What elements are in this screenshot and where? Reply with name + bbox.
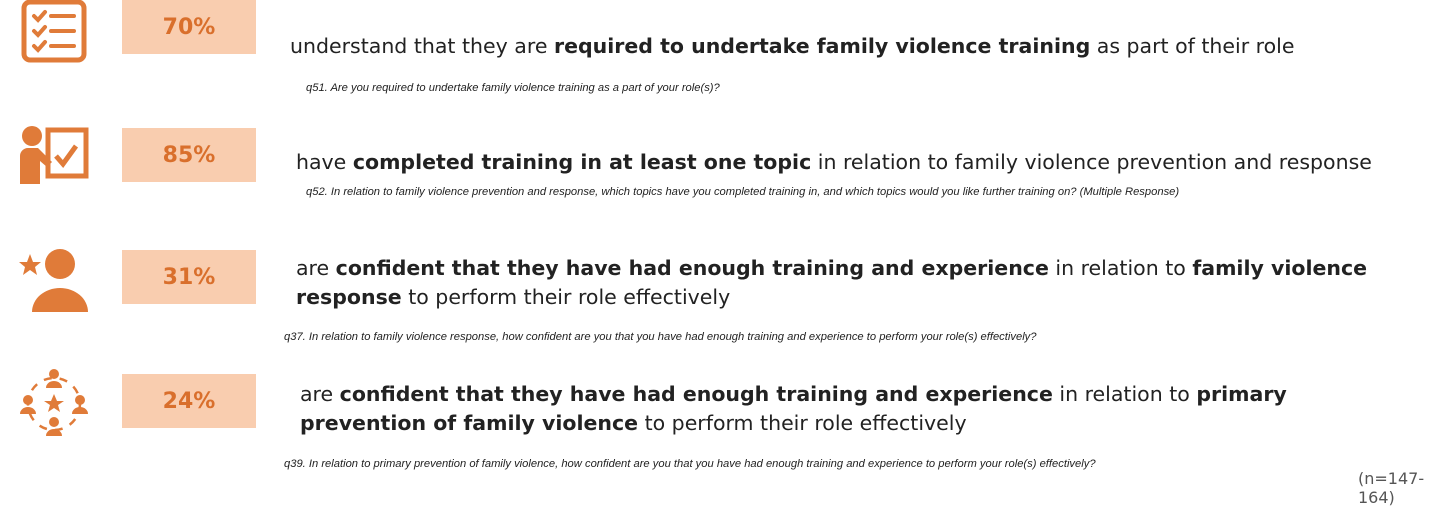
bold-text: confident that they have had enough trai…: [335, 256, 1049, 280]
bold-text: confident that they have had enough trai…: [339, 382, 1053, 406]
question: q52. In relation to family violence prev…: [306, 186, 1180, 198]
bold-text: required to undertake family violence tr…: [553, 34, 1091, 58]
text: are: [296, 256, 336, 280]
bold-text: primary prevention of family violence: [300, 382, 1287, 435]
stat-box: 31%: [122, 250, 256, 304]
text: in relation to family violence preventio…: [811, 150, 1372, 174]
teacher-icon: [20, 126, 89, 184]
statement: are confident that they have had enough …: [296, 254, 1436, 312]
statement: understand that they are required to und…: [290, 32, 1450, 61]
bold-text: completed training in at least one topic: [352, 150, 812, 174]
bold-text: family violence response: [296, 256, 1368, 309]
text: as part of their role: [1090, 34, 1295, 58]
text: are: [300, 382, 340, 406]
question: q37. In relation to family violence resp…: [284, 331, 1037, 343]
text: have: [296, 150, 353, 174]
question: q39. In relation to primary prevention o…: [284, 458, 1096, 470]
stat-box: 24%: [122, 374, 256, 428]
text: understand that they are: [290, 34, 554, 58]
stat-box: 85%: [122, 128, 256, 182]
text: in relation to: [1052, 382, 1197, 406]
footnote: (n=147-164): [1358, 469, 1425, 507]
checklist-icon: [21, 0, 87, 63]
statement: are confident that they have had enough …: [300, 380, 1320, 438]
text: to perform their role effectively: [401, 285, 731, 309]
question: q51. Are you required to undertake famil…: [306, 82, 720, 94]
person-star-icon: [19, 249, 88, 312]
text: to perform their role effectively: [638, 411, 967, 435]
statement: have completed training in at least one …: [296, 148, 1456, 177]
stat-box: 70%: [122, 0, 256, 54]
page: 70% 85% 31% 24% understand that they are…: [19, 0, 1456, 507]
text: in relation to: [1048, 256, 1193, 280]
group-icon: [20, 369, 88, 436]
